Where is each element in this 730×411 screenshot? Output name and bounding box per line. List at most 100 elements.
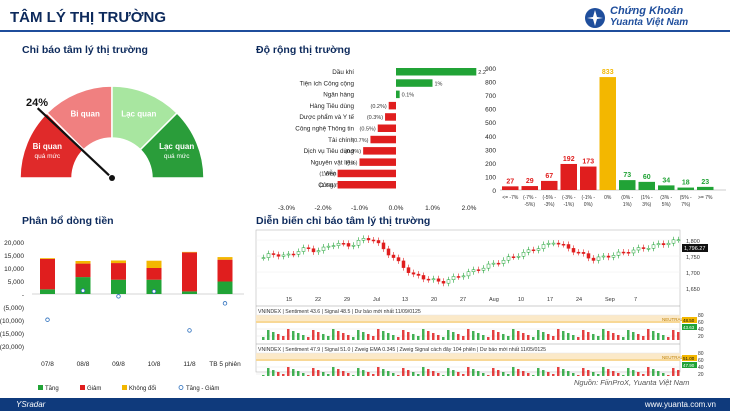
evo-panel-bar xyxy=(622,337,625,340)
evo-value: 47.90 xyxy=(683,363,695,368)
hist-bar xyxy=(541,180,558,190)
evo-candle xyxy=(311,248,316,253)
evo-panel-bar xyxy=(392,335,395,340)
evo-candle xyxy=(526,249,531,253)
source-note: Nguồn: FiinProX, Yuanta Việt Nam xyxy=(574,378,690,387)
evo-panel-bar xyxy=(397,375,400,376)
evo-panel-bar xyxy=(667,375,670,376)
evo-panel-bar xyxy=(447,368,450,376)
gauge-zone-label: Lạc quan xyxy=(121,109,156,118)
sector-value-label: 1% xyxy=(435,81,443,87)
evo-panel-bar xyxy=(312,368,315,376)
evo-panel-bar xyxy=(452,332,455,340)
hist-bar xyxy=(697,186,714,190)
evo-panel-bar xyxy=(487,337,490,340)
evo-candle xyxy=(586,253,591,259)
evo-panel-bar xyxy=(607,369,610,376)
evo-panel-bar xyxy=(392,373,395,376)
flow-legend-swatch xyxy=(38,385,43,390)
evo-neutral-label: NEUTRAL xyxy=(662,317,684,322)
evo-value: 48.50 xyxy=(683,318,695,323)
evo-panel-bar xyxy=(427,369,430,376)
evo-panel-bar xyxy=(347,373,350,376)
evo-candle xyxy=(351,244,356,247)
evo-candle xyxy=(611,255,616,258)
evo-panel-bar xyxy=(297,371,300,376)
evo-candle xyxy=(346,243,351,247)
hist-y-tick: 600 xyxy=(485,107,496,114)
evo-panel-bar xyxy=(377,367,380,376)
flow-diff-point xyxy=(222,301,228,306)
evo-panel-bar xyxy=(577,337,580,340)
footer-url[interactable]: www.yuanta.com.vn xyxy=(644,400,716,409)
evo-panel-bar xyxy=(552,336,555,340)
evo-candle xyxy=(411,272,416,275)
hist-bar xyxy=(580,166,597,190)
flow-legend-label: Tăng xyxy=(45,386,59,392)
hist-bin-label: (3% - xyxy=(660,195,672,201)
flow-category: 09/8 xyxy=(112,361,125,368)
sector-value-label: (0.3%) xyxy=(367,115,383,121)
evo-panel-tick: 20 xyxy=(698,334,704,340)
evo-panel-bar xyxy=(552,374,555,376)
evo-candle xyxy=(536,248,541,251)
evo-value-badge xyxy=(682,362,697,368)
evo-candle xyxy=(596,256,601,261)
evo-panel-bar xyxy=(502,334,505,340)
evo-panel-bar xyxy=(637,334,640,340)
hist-y-tick: 900 xyxy=(485,66,496,73)
hist-value-label: 23 xyxy=(701,179,709,186)
evo-candle xyxy=(556,242,561,245)
evo-candle xyxy=(616,251,621,256)
evo-panel-bar xyxy=(282,374,285,376)
evo-panel-bar xyxy=(357,330,360,340)
evo-panel-bar xyxy=(597,336,600,340)
evo-panel-bar xyxy=(497,332,500,340)
evo-candle xyxy=(546,242,551,245)
evo-panel-bar xyxy=(342,333,345,340)
evo-date-tick: 13 xyxy=(402,297,408,303)
evo-date-tick: 29 xyxy=(344,297,350,303)
hist-value-label: 833 xyxy=(602,69,614,76)
evo-panel-bar xyxy=(447,330,450,340)
evo-candle xyxy=(261,257,266,259)
evo-panel-bar xyxy=(632,332,635,340)
flow-y-tick: 20,000 xyxy=(4,240,24,247)
gauge-zone-sublabel: quá mức xyxy=(164,153,190,160)
evo-price-tick: 1,800 xyxy=(686,239,700,245)
evo-panel-bar xyxy=(462,374,465,376)
evo-panel-bar xyxy=(602,367,605,376)
hist-bar xyxy=(619,180,636,190)
sector-bar xyxy=(396,68,477,76)
evo-panel-bar xyxy=(477,333,480,340)
footer-brand: YSradar xyxy=(16,400,46,409)
evo-panel-bar xyxy=(547,334,550,340)
flow-category: 11/8 xyxy=(183,361,196,368)
evo-panel-bar xyxy=(337,331,340,340)
hist-bin-label: (-7% - xyxy=(523,195,537,201)
hist-bin-label-2: 3%) xyxy=(642,202,651,208)
evo-candle xyxy=(656,243,661,246)
evo-panel-bar xyxy=(557,367,560,376)
evo-panel-bar xyxy=(382,331,385,340)
evo-panel-bar xyxy=(267,368,270,376)
flow-bar-Giảm xyxy=(75,263,91,278)
evo-panel-bar xyxy=(417,374,420,376)
evo-date-tick: 22 xyxy=(315,297,321,303)
flow-bar-Giảm xyxy=(182,252,197,292)
flow-legend-swatch xyxy=(122,385,127,390)
evo-candle xyxy=(461,275,466,278)
evo-panel-bar xyxy=(332,367,335,376)
evo-panel-bar xyxy=(402,368,405,376)
gauge-section-title: Chỉ báo tâm lý thị trường xyxy=(22,44,148,56)
flow-bar-Không đổi xyxy=(75,260,91,264)
evo-panel-bar xyxy=(497,370,500,376)
evo-date-tick: Sep xyxy=(605,297,615,303)
breadth-x-tick: -3.0% xyxy=(278,205,295,212)
hist-bin-label-2: -5%) xyxy=(524,202,535,208)
breadth-x-tick: 0.0% xyxy=(389,205,404,212)
evo-panel-tick: 40 xyxy=(698,327,704,333)
evo-candle xyxy=(501,259,506,264)
evo-candle xyxy=(276,254,281,257)
hist-y-tick: 200 xyxy=(485,161,496,168)
